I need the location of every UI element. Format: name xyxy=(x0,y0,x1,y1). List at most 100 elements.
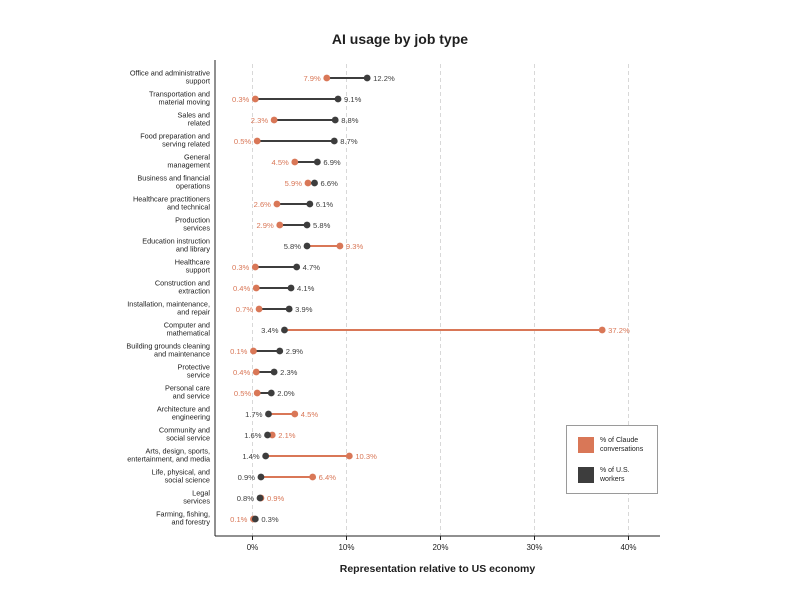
category-label-line: Business and financial xyxy=(137,174,210,183)
claude-value-label: 7.9% xyxy=(303,74,321,83)
category-label-line: material moving xyxy=(158,98,210,107)
claude-value-label: 37.2% xyxy=(608,326,630,335)
category-label-line: services xyxy=(183,224,210,233)
claude-value-label: 0.3% xyxy=(232,263,250,272)
claude-point xyxy=(251,95,259,103)
claude-point xyxy=(270,116,278,124)
workers-value-label: 6.9% xyxy=(323,158,341,167)
workers-value-label: 1.7% xyxy=(245,410,263,419)
category-label-line: operations xyxy=(176,182,210,191)
claude-value-label: 4.5% xyxy=(271,158,289,167)
claude-value-label: 10.3% xyxy=(355,452,377,461)
category-label: Office and administrative support xyxy=(130,69,210,86)
claude-value-label: 2.9% xyxy=(256,221,274,230)
category-label: Community and social service xyxy=(159,426,210,443)
workers-value-label: 2.9% xyxy=(286,347,304,356)
category-label-line: Building grounds cleaning xyxy=(126,342,210,351)
claude-point xyxy=(276,221,284,229)
category-label-line: and technical xyxy=(167,203,210,212)
category-label-line: and library xyxy=(176,245,210,254)
workers-point xyxy=(265,410,272,418)
category-label-line: related xyxy=(188,119,210,128)
legend-label-workers-line1: % of U.S. xyxy=(600,467,630,474)
category-label: Farming, fishing, and forestry xyxy=(156,510,210,527)
category-label-line: management xyxy=(167,161,210,170)
legend-label-claude-line1: % of Claude xyxy=(600,437,639,444)
category-label: Healthcare support xyxy=(175,258,210,275)
category-label: Business and financial operations xyxy=(137,174,210,191)
x-tick-label: 30% xyxy=(526,543,542,552)
workers-point xyxy=(285,305,293,313)
workers-point xyxy=(331,116,339,124)
category-label-line: Architecture and xyxy=(157,405,210,414)
category-label-line: and service xyxy=(173,392,210,401)
claude-value-label: 0.4% xyxy=(233,368,251,377)
category-label-line: and forestry xyxy=(171,518,210,527)
x-tick-label: 20% xyxy=(432,543,448,552)
category-label-line: extraction xyxy=(178,287,210,296)
workers-value-label: 6.1% xyxy=(316,200,334,209)
category-label-line: social science xyxy=(165,476,210,485)
workers-point xyxy=(257,473,265,481)
category-label-line: General xyxy=(184,153,210,162)
workers-value-label: 0.9% xyxy=(238,473,256,482)
claude-point xyxy=(598,326,606,334)
workers-value-label: 1.6% xyxy=(244,431,262,440)
workers-value-label: 0.3% xyxy=(261,515,279,524)
workers-point xyxy=(311,179,318,187)
category-label-line: Healthcare practitioners xyxy=(133,195,210,204)
category-label: Healthcare practitioners and technical xyxy=(133,195,210,212)
workers-point xyxy=(256,494,264,502)
workers-value-label: 8.8% xyxy=(341,116,359,125)
category-label-line: and repair xyxy=(177,308,210,317)
category-label-line: support xyxy=(186,77,210,86)
claude-point xyxy=(291,158,299,166)
x-tick-label: 0% xyxy=(247,543,259,552)
legend-swatch-claude xyxy=(578,437,594,453)
claude-value-label: 2.6% xyxy=(254,200,272,209)
claude-value-label: 5.9% xyxy=(285,179,303,188)
claude-point xyxy=(253,137,261,145)
claude-point xyxy=(252,284,260,292)
workers-point xyxy=(363,74,371,82)
legend-item-claude: % of Claude conversations xyxy=(578,437,650,454)
category-label-line: serving related xyxy=(162,140,210,149)
legend-swatch-workers xyxy=(578,467,594,483)
workers-value-label: 2.3% xyxy=(280,368,298,377)
claude-point xyxy=(268,431,276,439)
category-label-line: services xyxy=(183,497,210,506)
category-label-line: Construction and xyxy=(155,279,210,288)
legend: % of Claude conversations % of U.S. work… xyxy=(566,425,658,494)
workers-value-label: 2.0% xyxy=(277,389,295,398)
category-label-line: support xyxy=(186,266,210,275)
category-label-line: Education instruction xyxy=(142,237,210,246)
workers-point xyxy=(306,200,314,208)
workers-value-label: 8.7% xyxy=(340,137,358,146)
category-label-line: Office and administrative xyxy=(130,69,210,78)
claude-value-label: 0.4% xyxy=(233,284,251,293)
category-label-line: mathematical xyxy=(167,329,211,338)
category-label-line: Protective xyxy=(178,363,210,372)
legend-label-claude-line2: conversations xyxy=(600,445,644,453)
category-label: Protective service xyxy=(178,363,210,380)
category-label: Installation, maintenance, and repair xyxy=(127,300,210,317)
category-label-line: Community and xyxy=(159,426,210,435)
workers-value-label: 3.9% xyxy=(295,305,313,314)
claude-value-label: 0.5% xyxy=(234,389,252,398)
workers-point xyxy=(262,452,270,460)
category-label: Legal services xyxy=(183,489,210,506)
category-label: Arts, design, sports, entertainment, and … xyxy=(127,447,211,464)
category-label: General management xyxy=(167,153,210,170)
claude-value-label: 0.1% xyxy=(230,347,248,356)
workers-point xyxy=(330,137,338,145)
workers-value-label: 9.1% xyxy=(344,95,362,104)
workers-value-label: 1.4% xyxy=(242,452,260,461)
category-label-line: Sales and xyxy=(178,111,210,120)
claude-point xyxy=(250,347,257,355)
claude-value-label: 2.1% xyxy=(278,431,296,440)
category-label: Architecture and engineering xyxy=(157,405,210,422)
claude-value-label: 4.5% xyxy=(301,410,319,419)
workers-point xyxy=(313,158,321,166)
category-label: Production services xyxy=(175,216,210,233)
category-label: Education instruction and library xyxy=(142,237,210,254)
